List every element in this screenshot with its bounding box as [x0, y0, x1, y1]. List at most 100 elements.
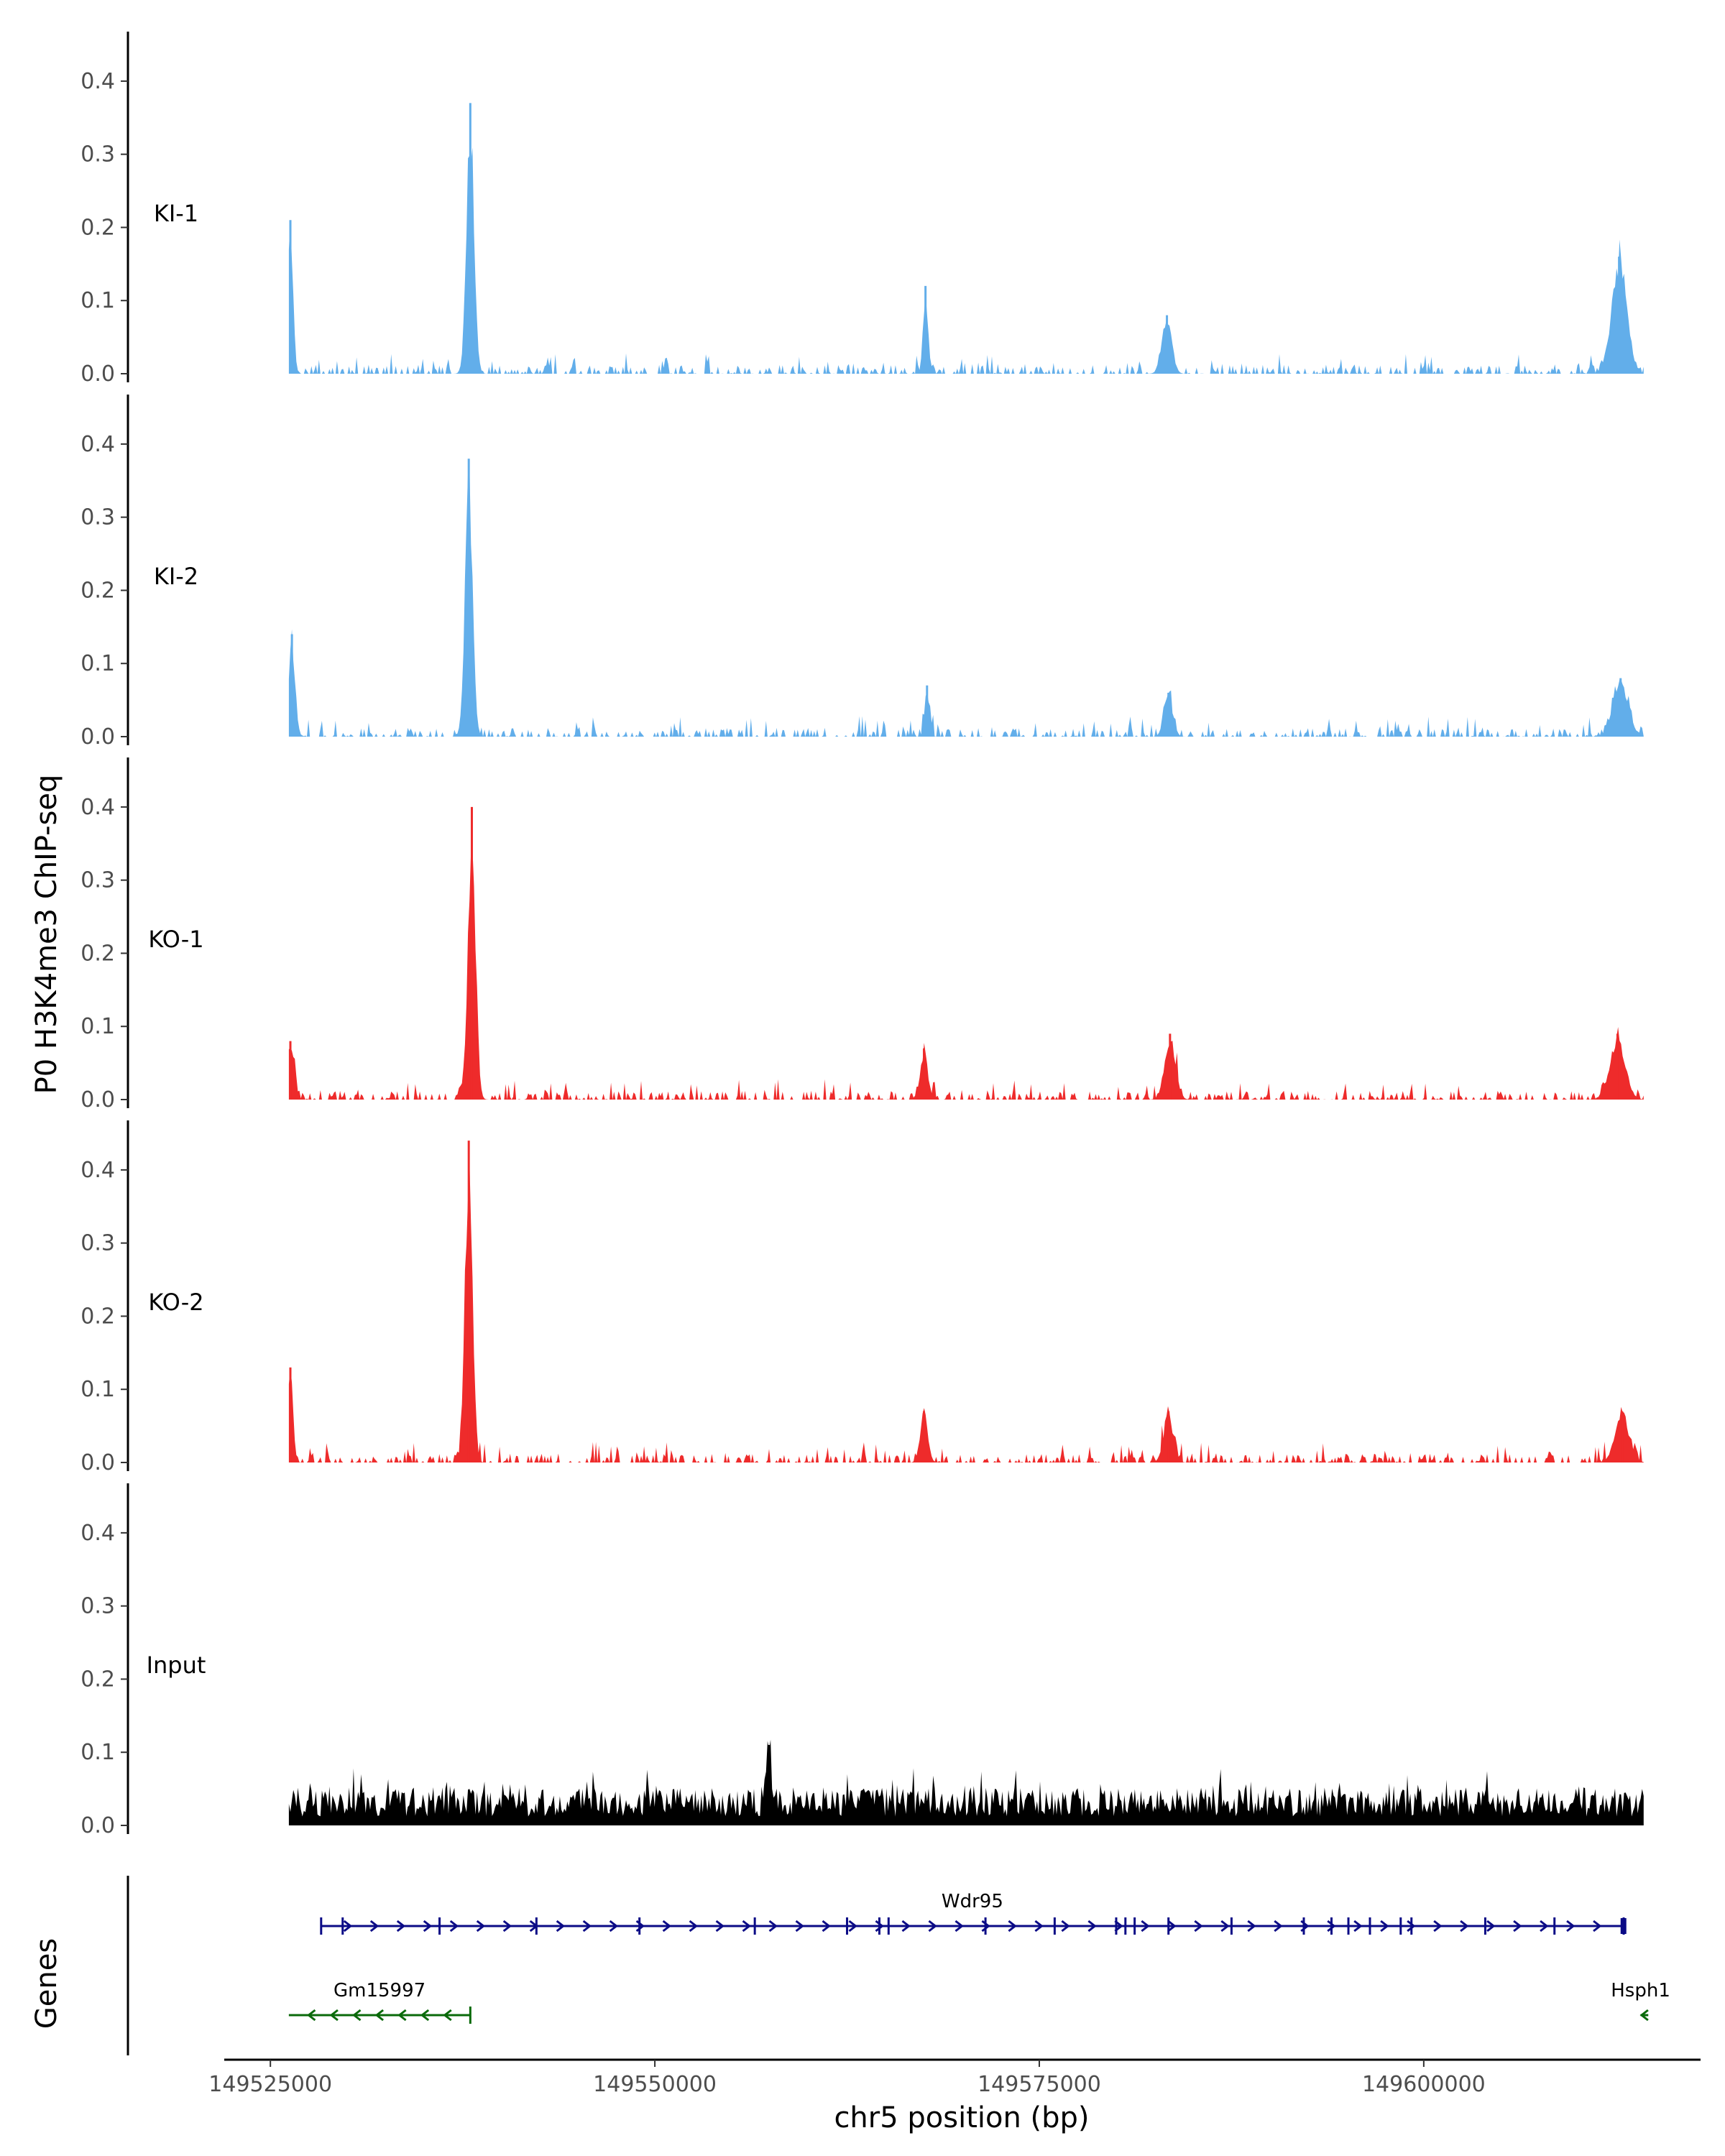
- y-tick-label: 0.3: [80, 505, 115, 530]
- y-tick-label: 0.2: [80, 941, 115, 966]
- gene-annotation-panel: Wdr95 Gm15997 Hsph1: [126, 1876, 1670, 2055]
- strand-arrow: [1008, 1920, 1017, 1932]
- strand-arrow: [928, 1920, 937, 1932]
- y-tick-label: 0.4: [80, 1158, 115, 1183]
- track-label: Input: [147, 1651, 206, 1679]
- strand-arrow: [609, 1920, 619, 1932]
- strand-arrow: [502, 1920, 512, 1932]
- strand-arrow: [449, 1920, 459, 1932]
- y-tick-label: 0.2: [80, 1304, 115, 1329]
- x-tick-label: 149600000: [1362, 2072, 1486, 2097]
- exon: [1620, 1918, 1627, 1934]
- y-tick-label: 0.4: [80, 69, 115, 94]
- strand-arrow: [1486, 1920, 1496, 1932]
- strand-arrow: [1513, 1920, 1522, 1932]
- strand-arrow: [1274, 1920, 1283, 1932]
- track-label: KO-1: [148, 926, 203, 953]
- y-tick-label: 0.0: [80, 361, 115, 387]
- track-label: KO-2: [148, 1289, 203, 1316]
- y-axis-title: P0 H3K4me3 ChIP-seq: [30, 775, 63, 1095]
- strand-arrow: [1167, 1920, 1177, 1932]
- strand-arrow: [396, 1920, 406, 1932]
- y-tick-label: 0.3: [80, 142, 115, 167]
- strand-arrow: [1061, 1920, 1070, 1932]
- track-ki-1: 0.0 0.1 0.2 0.3 0.4 KI-1: [80, 32, 1644, 387]
- strand-arrow: [715, 1920, 725, 1932]
- y-tick-label: 0.1: [80, 1377, 115, 1402]
- y-tick-label: 0.3: [80, 1594, 115, 1619]
- track-ko-1: 0.0 0.1 0.2 0.3 0.4 KO-1: [80, 757, 1644, 1112]
- signal-area: [288, 147, 1644, 374]
- y-tick-label: 0.2: [80, 1667, 115, 1692]
- strand-arrow: [306, 2009, 316, 2022]
- strand-arrow: [1639, 2009, 1649, 2022]
- strand-arrow: [343, 1920, 353, 1932]
- signal-area: [288, 849, 1644, 1100]
- strand-arrow: [1380, 1920, 1389, 1932]
- gene-label: Hsph1: [1611, 1980, 1670, 2001]
- y-tick-label: 0.2: [80, 578, 115, 603]
- x-axis: 149525000 149550000 149575000 149600000: [208, 2058, 1701, 2097]
- strand-arrow: [981, 1920, 990, 1932]
- y-tick-label: 0.1: [80, 288, 115, 313]
- x-axis-title: chr5 position (bp): [834, 2101, 1089, 2134]
- track-label: KI-2: [154, 563, 198, 590]
- gene-label: Wdr95: [942, 1891, 1003, 1912]
- strand-arrow: [1460, 1920, 1469, 1932]
- y-tick-label: 0.1: [80, 1014, 115, 1039]
- signal-area: [288, 1160, 1644, 1462]
- strand-arrow: [1087, 1920, 1097, 1932]
- y-tick-label: 0.0: [80, 724, 115, 750]
- y-tick-label: 0.2: [80, 215, 115, 240]
- strand-arrow: [443, 2009, 452, 2022]
- strand-arrow: [1247, 1920, 1256, 1932]
- strand-arrow: [352, 2009, 362, 2022]
- strand-arrow: [795, 1920, 804, 1932]
- y-tick-label: 0.1: [80, 1740, 115, 1765]
- genes-panel-title: Genes: [30, 1938, 63, 2029]
- strand-arrow: [901, 1920, 911, 1932]
- y-tick-label: 0.3: [80, 868, 115, 893]
- y-tick-label: 0.4: [80, 795, 115, 820]
- strand-arrow: [875, 1920, 884, 1932]
- strand-arrow: [1353, 1920, 1363, 1932]
- strand-arrow: [556, 1920, 566, 1932]
- strand-arrow: [662, 1920, 672, 1932]
- strand-arrow: [420, 2009, 430, 2022]
- strand-arrow: [397, 2009, 407, 2022]
- y-tick-label: 0.3: [80, 1231, 115, 1256]
- gene-gm15997: Gm15997: [288, 1980, 472, 2024]
- strand-arrow: [329, 2009, 339, 2022]
- y-tick-label: 0.0: [80, 1450, 115, 1475]
- y-tick-label: 0.1: [80, 651, 115, 676]
- strand-arrow: [1141, 1920, 1150, 1932]
- track-ki-2: 0.0 0.1 0.2 0.3 0.4 KI-2: [80, 395, 1644, 750]
- track-input: 0.0 0.1 0.2 0.3 0.4 Input: [80, 1483, 1644, 1838]
- strand-arrow: [689, 1920, 699, 1932]
- track-label: KI-1: [154, 200, 198, 227]
- gene-wdr95: Wdr95: [320, 1891, 1627, 1935]
- strand-arrow: [476, 1920, 486, 1932]
- y-tick-label: 0.4: [80, 432, 115, 457]
- x-tick-label: 149550000: [593, 2072, 717, 2097]
- strand-arrow: [374, 2009, 385, 2022]
- x-tick-label: 149525000: [208, 2072, 332, 2097]
- strand-arrow: [582, 1920, 592, 1932]
- strand-arrow: [1034, 1920, 1044, 1932]
- strand-arrow: [1566, 1920, 1576, 1932]
- strand-arrow: [1433, 1920, 1443, 1932]
- strand-arrow: [848, 1920, 857, 1932]
- gene-hsph1: Hsph1: [1611, 1980, 1670, 2022]
- signal-area: [288, 1739, 1644, 1825]
- y-tick-label: 0.0: [80, 1813, 115, 1838]
- strand-arrow: [423, 1920, 433, 1932]
- strand-arrow: [1327, 1920, 1336, 1932]
- strand-arrow: [1220, 1920, 1230, 1932]
- track-ko-2: 0.0 0.1 0.2 0.3 0.4 KO-2: [80, 1120, 1644, 1475]
- strand-arrow: [1540, 1920, 1549, 1932]
- strand-arrow: [742, 1920, 751, 1932]
- y-tick-label: 0.4: [80, 1521, 115, 1546]
- y-tick-label: 0.0: [80, 1087, 115, 1112]
- strand-arrow: [1194, 1920, 1203, 1932]
